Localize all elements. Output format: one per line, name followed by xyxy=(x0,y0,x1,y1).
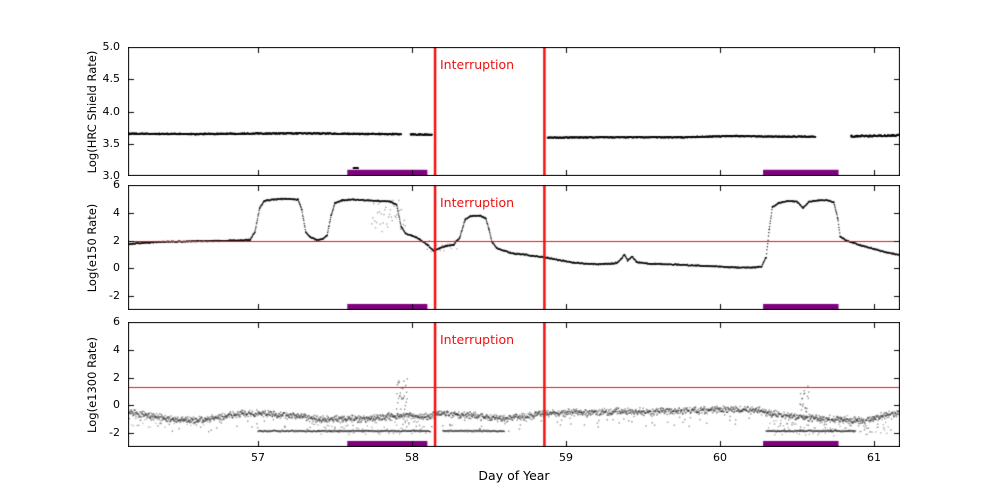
y-tick-label: 4.5 xyxy=(102,72,121,86)
x-tick-label: 59 xyxy=(558,451,573,464)
y-tick-label: 3.0 xyxy=(102,169,121,182)
y-tick-label: 2 xyxy=(113,370,120,384)
y-tick-label: 4.0 xyxy=(102,104,121,118)
panel-e1300-rate xyxy=(128,322,900,447)
y-tick-label: 5.0 xyxy=(102,40,121,53)
x-tick-label: 60 xyxy=(712,451,727,464)
panel-e150-rate xyxy=(128,185,900,310)
interruption-annotation-middle: Interruption xyxy=(440,195,515,210)
y-tick-label: 6 xyxy=(113,178,120,191)
x-tick-label: 58 xyxy=(404,451,419,464)
x-tick-label: 57 xyxy=(250,451,265,464)
y-tick-label: 4 xyxy=(113,342,120,356)
panel-hrc-shield-rate xyxy=(128,47,900,176)
y-tick-label: 0 xyxy=(113,398,120,412)
y-tick-label: -2 xyxy=(109,289,120,303)
x-tick-label: 61 xyxy=(866,451,881,464)
y-tick-label: 4 xyxy=(113,205,120,219)
interruption-annotation-top: Interruption xyxy=(440,57,515,72)
chart-canvas-hrc-shield-rate xyxy=(128,47,900,176)
y-tick-label: 2 xyxy=(113,233,120,247)
y-tick-label: -2 xyxy=(109,426,120,440)
chart-canvas-e150-rate xyxy=(128,185,900,310)
y-tick-label: 3.5 xyxy=(102,136,121,150)
interruption-annotation-bottom: Interruption xyxy=(440,332,515,347)
chart-canvas-e1300-rate xyxy=(128,322,900,447)
y-tick-label: 6 xyxy=(113,315,120,328)
x-axis-label: Day of Year xyxy=(478,468,550,483)
y-tick-label: 0 xyxy=(113,261,120,275)
